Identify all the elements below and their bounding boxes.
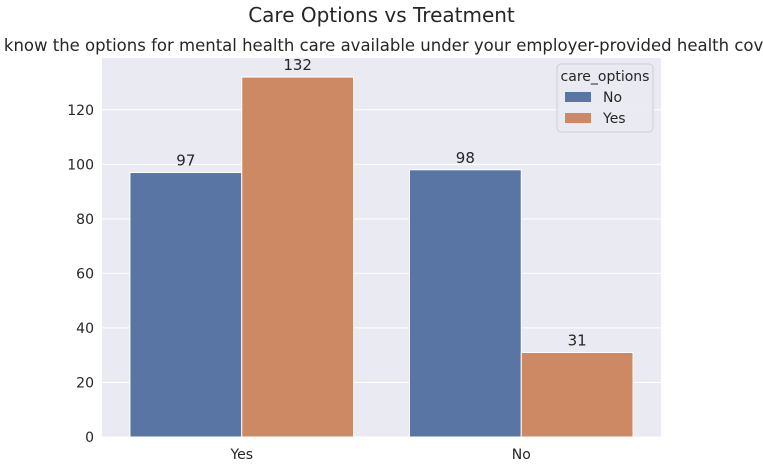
bar-value-label: 97 <box>176 152 195 170</box>
y-tick-label: 0 <box>85 430 94 446</box>
legend-title: care_options <box>561 69 650 85</box>
y-axis-ticks: 0 20 40 60 80 100 120 <box>67 103 94 446</box>
y-tick-label: 100 <box>67 157 94 173</box>
bar-value-label: 98 <box>456 149 475 167</box>
bar-value-label: 31 <box>568 331 587 349</box>
y-tick-label: 60 <box>76 266 94 282</box>
legend: care_options No Yes <box>556 63 654 133</box>
bar-labels: 97 132 98 31 <box>176 56 586 349</box>
y-tick-label: 40 <box>76 321 94 337</box>
legend-swatch <box>565 113 591 123</box>
figure-title: Care Options vs Treatment <box>248 3 515 27</box>
y-tick-label: 80 <box>76 212 94 228</box>
bar-value-label: 132 <box>283 56 312 74</box>
chart-title: Do you know the options for mental healt… <box>0 36 763 55</box>
x-tick-label: Yes <box>229 447 253 463</box>
legend-label: No <box>603 90 622 106</box>
y-tick-label: 20 <box>76 375 94 391</box>
x-tick-label: No <box>512 447 531 463</box>
bars <box>129 76 634 438</box>
legend-label: Yes <box>602 111 626 127</box>
bar <box>241 76 355 438</box>
legend-swatch <box>565 92 591 102</box>
y-tick-label: 120 <box>67 103 94 119</box>
bar <box>408 169 522 438</box>
bar <box>520 351 634 438</box>
bar <box>129 172 243 438</box>
x-axis-ticks: Yes No <box>229 447 530 463</box>
